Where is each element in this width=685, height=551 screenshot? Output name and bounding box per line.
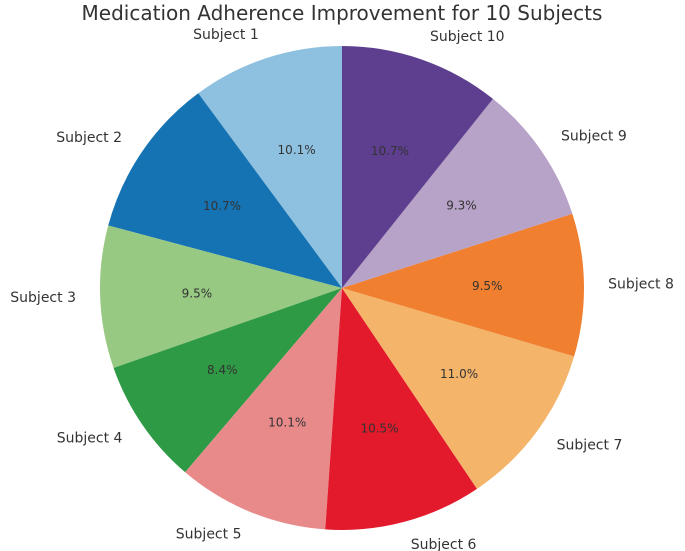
category-label: Subject 7 [557,437,623,453]
percent-label: 11.0% [440,367,478,381]
category-label: Subject 2 [56,130,122,146]
percent-label: 8.4% [207,363,238,377]
pie-slice-10 [342,46,493,288]
category-label: Subject 6 [411,537,477,551]
percent-label: 10.1% [278,143,316,157]
pie-slice-4 [113,288,343,473]
category-label: Subject 10 [430,29,505,45]
percent-label: 10.7% [203,199,241,213]
category-label: Subject 9 [561,129,627,145]
pie-slice-3 [99,225,342,368]
percent-label: 10.1% [268,415,306,429]
pie-slice-5 [185,288,342,530]
pie-slice-6 [325,288,478,530]
percent-labels: 10.1% 10.7% 9.5% 8.4% 10.1% 10.5% 11.0% 9.5% 9.3… [182,143,503,435]
category-label: Subject 4 [57,431,123,447]
percent-label: 10.7% [371,144,409,158]
category-label: Subject 8 [608,277,674,293]
pie-slice-7 [342,288,575,489]
category-label: Subject 1 [193,27,259,43]
category-label: Subject 3 [10,290,76,306]
category-labels: Subject 1 Subject 2 Subject 3 Subject 4 Subj… [10,27,674,551]
percent-label: 9.5% [182,286,213,300]
pie-slice-1 [198,46,342,288]
category-label: Subject 5 [176,526,242,542]
percent-label: 9.3% [446,198,477,212]
percent-label: 9.5% [472,279,503,293]
pie-slice-8 [342,213,584,357]
pie-slices [99,46,584,530]
percent-label: 10.5% [360,421,398,435]
pie-slice-9 [342,98,573,288]
pie-slice-2 [108,93,342,288]
chart-title: Medication Adherence Improvement for 10 … [82,1,603,25]
